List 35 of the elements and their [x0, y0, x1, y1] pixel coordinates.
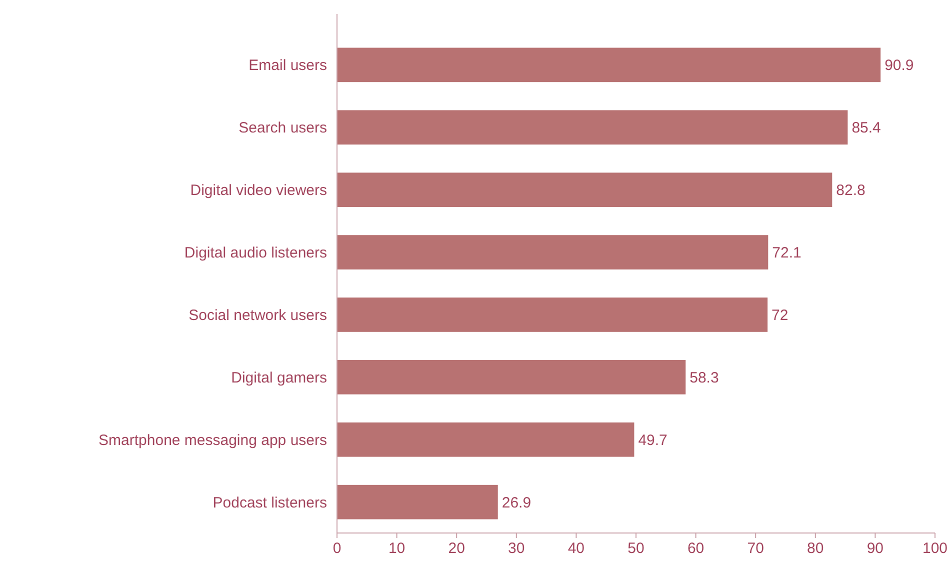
- bar: [337, 422, 634, 457]
- y-tick-label: Digital video viewers: [190, 182, 327, 200]
- x-tick-label: 0: [332, 540, 342, 557]
- x-tick-label: 90: [866, 540, 884, 557]
- bar: [337, 172, 832, 207]
- data-label: 72.1: [772, 244, 802, 262]
- data-label: 82.8: [836, 182, 866, 200]
- data-label: 58.3: [690, 369, 719, 386]
- y-tick-label: Podcast listeners: [212, 494, 327, 512]
- y-tick-label: Social network users: [188, 306, 327, 324]
- x-tick-label: 10: [388, 540, 406, 557]
- bar: [337, 298, 768, 332]
- bar: [337, 48, 881, 82]
- data-label: 49.7: [638, 432, 668, 449]
- y-tick-label: Digital gamers: [231, 369, 327, 386]
- data-label: 90.9: [884, 57, 914, 74]
- bar: [337, 110, 848, 145]
- x-tick-label: 70: [747, 540, 764, 557]
- x-tick-label: 50: [628, 540, 644, 557]
- data-label: 85.4: [852, 120, 881, 137]
- x-tick-label: 30: [508, 540, 525, 557]
- x-tick-label: 60: [687, 540, 704, 557]
- bar: [337, 484, 498, 520]
- x-tick-label: 40: [568, 540, 585, 557]
- bar: [337, 360, 686, 394]
- y-tick-label: Digital audio listeners: [184, 244, 327, 262]
- data-label: 26.9: [502, 494, 532, 512]
- x-tick-label: 80: [807, 540, 824, 557]
- x-tick-label: 100: [922, 540, 948, 557]
- y-tick-label: Email users: [248, 57, 327, 74]
- y-tick-label: Search users: [238, 120, 327, 137]
- x-tick-label: 20: [448, 540, 465, 557]
- data-label: 72: [772, 306, 788, 324]
- bar: [337, 235, 768, 270]
- y-tick-label: Smartphone messaging app users: [98, 432, 327, 449]
